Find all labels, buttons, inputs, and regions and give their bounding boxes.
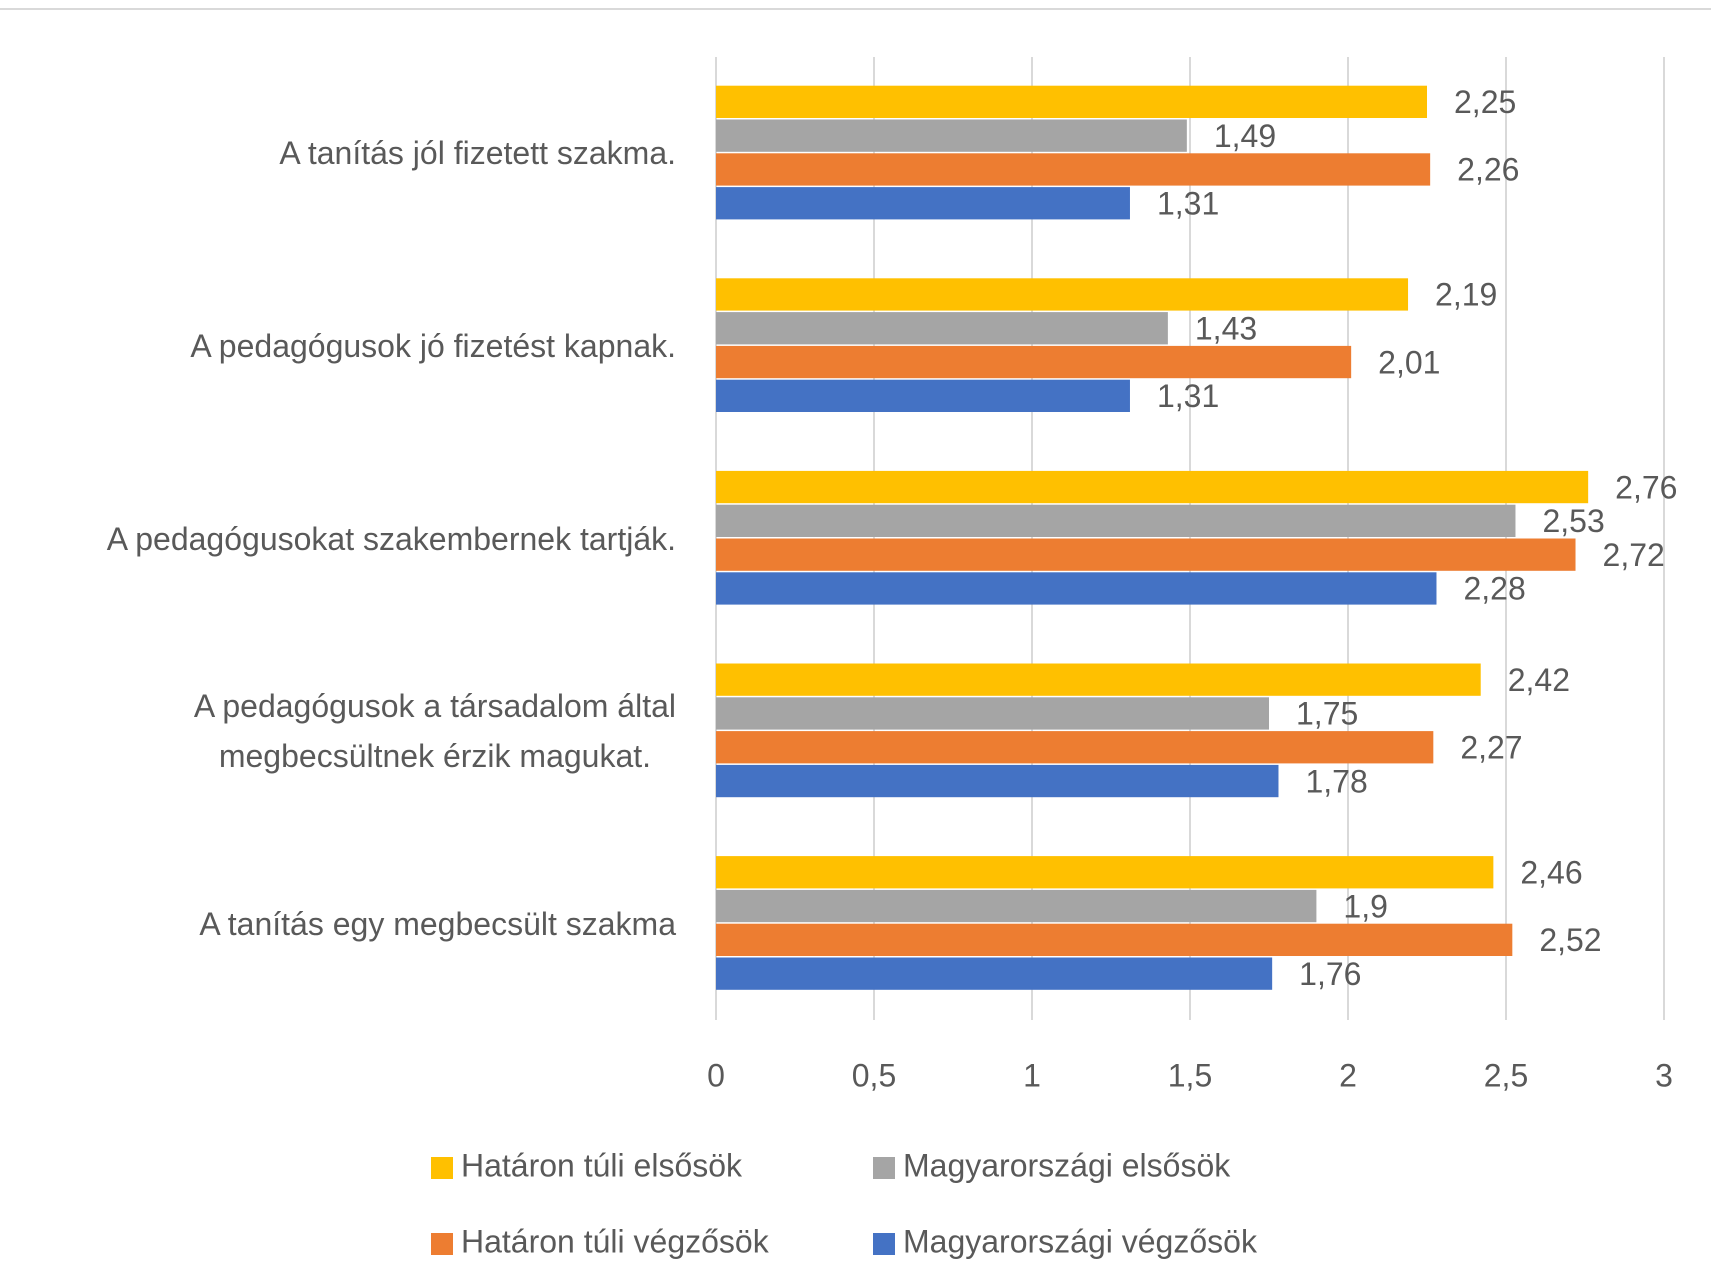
value-label: 1,78 [1305,763,1367,799]
bar [716,153,1431,186]
bar [716,663,1481,696]
bar [716,538,1576,571]
legend-label: Határon túli elsősök [461,1147,743,1183]
value-label: 1,9 [1343,888,1387,924]
category-label: A pedagógusokat szakembernek tartják. [106,520,676,557]
bar [716,85,1427,118]
value-label: 2,72 [1603,537,1665,573]
value-label: 2,19 [1435,277,1497,313]
bar [716,764,1279,798]
value-label: 2,42 [1508,662,1570,698]
legend-swatch [431,1233,453,1255]
value-label: 2,26 [1457,152,1519,188]
x-tick-label: 1,5 [1168,1057,1212,1093]
bar [716,889,1317,923]
legend-swatch [873,1233,895,1255]
legend-swatch [431,1157,453,1179]
legend-label: Határon túli végzősök [461,1223,770,1259]
bar [716,187,1130,220]
bar [716,923,1513,956]
value-label: 2,25 [1454,84,1516,120]
bar [716,312,1168,345]
bar [716,119,1187,152]
legend-label: Magyarországi elsősök [903,1147,1231,1183]
bar [716,379,1130,412]
category-label: A pedagógusok jó fizetést kapnak. [190,327,676,364]
value-label: 2,01 [1378,344,1440,380]
bar [716,856,1494,889]
value-label: 2,46 [1520,854,1582,890]
x-tick-label: 3 [1655,1057,1673,1093]
value-label: 1,49 [1214,118,1276,154]
legend-label: Magyarországi végzősök [903,1223,1258,1259]
category-label: A tanítás egy megbecsült szakma [199,905,676,942]
value-label: 1,31 [1157,378,1219,414]
value-label: 2,52 [1539,922,1601,958]
value-label: 2,76 [1615,469,1677,505]
bar [716,697,1269,730]
bar [716,345,1352,379]
bar [716,504,1516,537]
bar [716,278,1409,311]
x-tick-label: 1 [1023,1057,1041,1093]
value-label: 1,75 [1296,696,1358,732]
value-label: 1,76 [1299,956,1361,992]
value-label: 2,53 [1542,503,1604,539]
x-tick-label: 2 [1339,1057,1357,1093]
value-label: 1,31 [1157,185,1219,221]
bar [716,572,1437,605]
bar [716,731,1434,764]
bar [716,470,1589,504]
legend-swatch [873,1157,895,1179]
x-tick-label: 0 [707,1057,725,1093]
value-label: 2,27 [1460,729,1522,765]
category-label: A tanítás jól fizetett szakma. [279,135,676,172]
x-tick-label: 0,5 [852,1057,896,1093]
category-label: A pedagógusok a társadalom által megbecs… [193,688,676,775]
value-label: 2,28 [1463,571,1525,607]
x-tick-label: 2,5 [1484,1057,1528,1093]
value-label: 1,43 [1195,310,1257,346]
bar [716,957,1273,990]
